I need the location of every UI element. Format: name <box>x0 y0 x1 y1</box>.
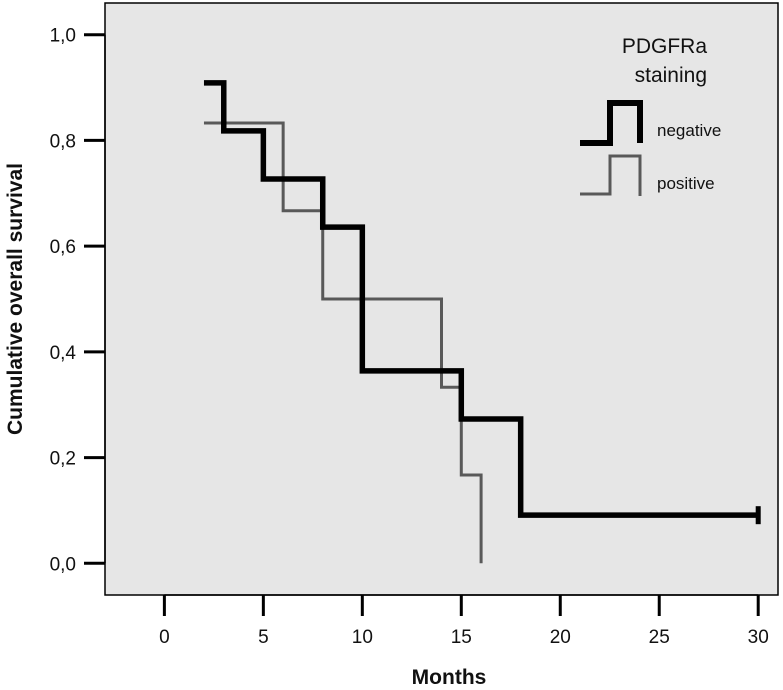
x-tick-label-0: 0 <box>159 627 170 648</box>
x-tick-label-4: 20 <box>550 627 571 648</box>
legend-title-line-1: PDGFRa <box>622 35 708 58</box>
legend-swatch-negative <box>580 100 643 146</box>
x-axis: 0 5 10 15 20 25 30 <box>159 594 769 648</box>
y-axis-title: Cumulative overall survival <box>4 163 27 435</box>
x-tick-label-3: 15 <box>451 627 472 648</box>
x-tick-label-2: 10 <box>352 627 373 648</box>
legend-label-negative: negative <box>657 121 721 140</box>
series-line-negative <box>203 80 759 518</box>
x-tick-label-1: 5 <box>258 627 269 648</box>
x-tick-label-5: 25 <box>649 627 670 648</box>
y-tick-label-2: 0,4 <box>50 343 77 364</box>
series-layer <box>203 80 761 564</box>
y-tick-label-5: 1,0 <box>50 26 76 47</box>
x-axis-title: Months <box>412 666 487 689</box>
y-tick-label-3: 0,6 <box>50 237 76 258</box>
legend-swatch-positive <box>580 154 642 196</box>
x-tick-label-6: 30 <box>748 627 769 648</box>
legend-label-positive: positive <box>657 174 715 193</box>
y-tick-label-4: 0,8 <box>50 131 76 152</box>
y-axis: 0,0 0,2 0,4 0,6 0,8 1,0 <box>50 26 106 575</box>
legend: PDGFRa staining negative positive <box>580 35 721 196</box>
y-tick-label-0: 0,0 <box>50 554 76 575</box>
legend-title-line-2: staining <box>635 64 707 87</box>
y-tick-label-1: 0,2 <box>50 449 76 470</box>
